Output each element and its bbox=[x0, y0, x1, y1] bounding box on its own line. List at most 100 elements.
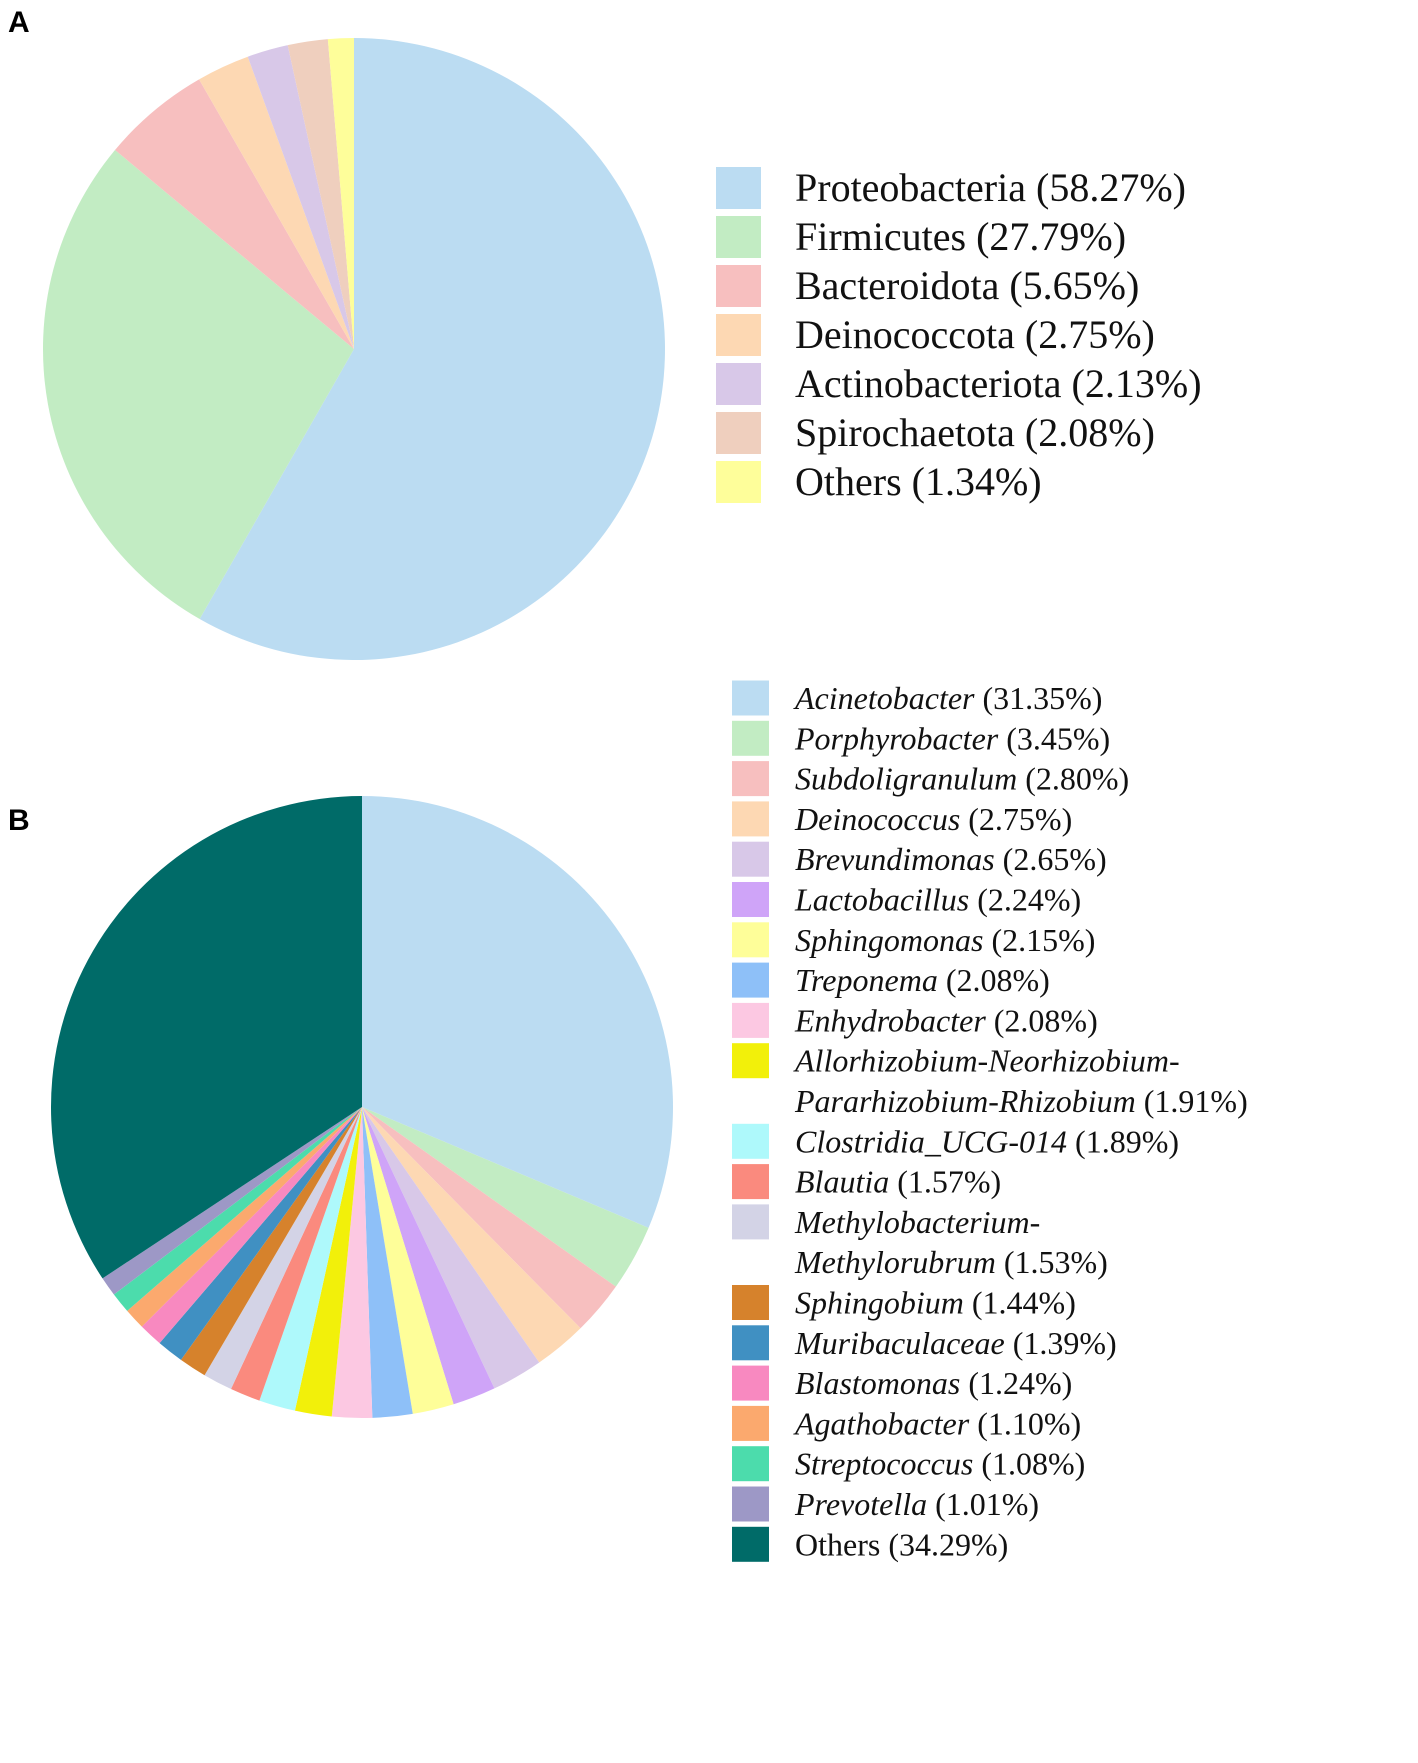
b-legend-label: Methylorubrum (1.53%) bbox=[794, 1244, 1108, 1280]
a-legend-label: Spirochaetota (2.08%) bbox=[795, 410, 1155, 455]
a-legend-swatch bbox=[716, 314, 761, 356]
a-legend-item-bacteroidota: Bacteroidota (5.65%) bbox=[716, 263, 1139, 308]
a-legend-swatch bbox=[716, 412, 761, 454]
b-legend-swatch bbox=[732, 761, 769, 797]
b-legend-swatch bbox=[732, 1325, 769, 1361]
b-slice-brevundimonas bbox=[362, 1107, 540, 1389]
b-legend-label: Sphingomonas (2.15%) bbox=[795, 922, 1095, 958]
b-legend-label: Streptococcus (1.08%) bbox=[795, 1446, 1085, 1482]
b-legend-item-agathobacter: Agathobacter (1.10%) bbox=[732, 1405, 1081, 1441]
a-slice-bacteroidota bbox=[115, 79, 354, 349]
panel-label-a: A bbox=[8, 6, 30, 39]
b-legend-item-subdoligranulum: Subdoligranulum (2.80%) bbox=[732, 761, 1129, 797]
b-legend-swatch bbox=[732, 1285, 769, 1320]
b-slice-methylobacterium-methylorubrum bbox=[204, 1107, 362, 1390]
a-legend-item-proteobacteria: Proteobacteria (58.27%) bbox=[716, 165, 1186, 210]
b-slice-deinococcus bbox=[362, 1107, 581, 1363]
b-legend-swatch bbox=[732, 1123, 769, 1159]
b-legend-item-enhydrobacter: Enhydrobacter (2.08%) bbox=[732, 1002, 1098, 1038]
b-slice-blautia bbox=[231, 1107, 362, 1401]
b-legend-label: Allorhizobium-Neorhizobium- bbox=[793, 1043, 1180, 1079]
b-legend-label: Porphyrobacter (3.45%) bbox=[794, 720, 1110, 756]
b-legend-item-methylobacterium-methylorubrum: Methylobacterium- Methylorubrum (1.53%) bbox=[732, 1204, 1108, 1280]
b-legend-swatch bbox=[732, 1526, 769, 1562]
a-slice-firmicutes bbox=[42, 149, 354, 620]
b-legend-item-others: Others (34.29%) bbox=[732, 1526, 1008, 1562]
b-legend-label: Methylobacterium- bbox=[794, 1204, 1040, 1240]
a-slice-deinococcota bbox=[199, 56, 354, 350]
b-slice-enhydrobacter bbox=[331, 1107, 373, 1419]
a-legend-label: Firmicutes (27.79%) bbox=[795, 214, 1126, 259]
b-legend-item-sphingobium: Sphingobium (1.44%) bbox=[732, 1285, 1076, 1321]
b-legend-label: Blautia (1.57%) bbox=[795, 1164, 1001, 1200]
b-legend-swatch bbox=[732, 1365, 769, 1401]
b-legend-swatch bbox=[732, 1405, 769, 1441]
b-slice-sphingomonas bbox=[362, 1107, 454, 1414]
b-legend-label: Clostridia_UCG-014 (1.89%) bbox=[795, 1123, 1179, 1159]
b-slice-subdoligranulum bbox=[362, 1107, 616, 1329]
b-legend-item-muribaculaceae: Muribaculaceae (1.39%) bbox=[732, 1325, 1117, 1361]
legend-b: Acinetobacter (31.35%) Porphyrobacter (3.… bbox=[732, 680, 1248, 1562]
b-legend-item-streptococcus: Streptococcus (1.08%) bbox=[732, 1446, 1085, 1482]
b-legend-item-lactobacillus: Lactobacillus (2.24%) bbox=[732, 882, 1081, 918]
a-legend-label: Actinobacteriota (2.13%) bbox=[795, 361, 1202, 406]
b-legend-label: Treponema (2.08%) bbox=[795, 962, 1050, 998]
b-legend-swatch bbox=[732, 1204, 769, 1240]
b-legend-swatch bbox=[732, 1446, 769, 1482]
b-legend-swatch bbox=[732, 882, 769, 917]
b-legend-label: Brevundimonas (2.65%) bbox=[795, 841, 1107, 877]
b-legend-item-porphyrobacter: Porphyrobacter (3.45%) bbox=[732, 720, 1110, 756]
b-legend-label: Muribaculaceae (1.39%) bbox=[794, 1325, 1117, 1361]
b-legend-label: Pararhizobium-Rhizobium (1.91%) bbox=[794, 1083, 1248, 1119]
b-slice-porphyrobacter bbox=[362, 1107, 649, 1287]
pie-chart-a bbox=[42, 38, 665, 660]
a-legend-item-spirochaetota: Spirochaetota (2.08%) bbox=[716, 410, 1155, 455]
b-slice-streptococcus bbox=[113, 1107, 362, 1311]
b-legend-label: Sphingobium (1.44%) bbox=[795, 1285, 1076, 1321]
b-slice-others bbox=[50, 795, 363, 1279]
b-legend-swatch bbox=[732, 801, 769, 837]
a-slice-spirochaetota bbox=[287, 39, 354, 349]
a-slice-others bbox=[327, 38, 354, 349]
b-legend-item-prevotella: Prevotella (1.01%) bbox=[732, 1486, 1039, 1522]
b-legend-swatch bbox=[732, 680, 769, 716]
a-legend-swatch bbox=[716, 216, 761, 258]
a-legend-swatch bbox=[716, 167, 761, 209]
b-legend-item-blastomonas: Blastomonas (1.24%) bbox=[732, 1365, 1072, 1401]
b-legend-label: Acinetobacter (31.35%) bbox=[793, 680, 1102, 716]
b-legend-label: Prevotella (1.01%) bbox=[794, 1486, 1039, 1522]
a-legend-label: Bacteroidota (5.65%) bbox=[795, 263, 1139, 308]
b-slice-muribaculaceae bbox=[159, 1107, 362, 1360]
b-slice-sphingobium bbox=[180, 1107, 362, 1376]
b-legend-swatch bbox=[732, 720, 769, 756]
a-legend-item-firmicutes: Firmicutes (27.79%) bbox=[716, 214, 1126, 259]
b-legend-item-sphingomonas: Sphingomonas (2.15%) bbox=[732, 922, 1095, 958]
pie-chart-b bbox=[50, 795, 673, 1419]
b-legend-label: Deinococcus (2.75%) bbox=[794, 801, 1072, 837]
b-legend-item-allorhizobium-neorhizobium-pararhizobium-rhizobium: Allorhizobium-Neorhizobium- Pararhizobium… bbox=[732, 1043, 1248, 1119]
b-slice-acinetobacter bbox=[362, 796, 673, 1228]
b-legend-item-treponema: Treponema (2.08%) bbox=[732, 962, 1050, 998]
a-legend-item-actinobacteriota: Actinobacteriota (2.13%) bbox=[716, 361, 1202, 406]
b-legend-swatch bbox=[732, 962, 769, 998]
b-slice-blastomonas bbox=[141, 1107, 362, 1344]
b-legend-swatch bbox=[732, 841, 769, 877]
a-legend-label: Deinococcota (2.75%) bbox=[795, 312, 1155, 357]
b-slice-agathobacter bbox=[127, 1107, 362, 1327]
b-legend-swatch bbox=[732, 1043, 769, 1079]
panel-label-b: B bbox=[8, 804, 30, 837]
b-legend-item-deinococcus: Deinococcus (2.75%) bbox=[732, 801, 1072, 837]
b-legend-swatch bbox=[732, 922, 769, 958]
b-legend-label: Blastomonas (1.24%) bbox=[795, 1365, 1072, 1401]
b-slice-prevotella bbox=[102, 1107, 363, 1295]
b-legend-item-clostridia-ucg-014: Clostridia_UCG-014 (1.89%) bbox=[732, 1123, 1179, 1159]
a-legend-label: Others (1.34%) bbox=[795, 459, 1042, 504]
a-legend-swatch bbox=[716, 265, 761, 307]
a-legend-label: Proteobacteria (58.27%) bbox=[795, 165, 1186, 210]
b-legend-item-blautia: Blautia (1.57%) bbox=[732, 1164, 1001, 1200]
b-legend-label: Others (34.29%) bbox=[795, 1526, 1008, 1562]
b-legend-item-acinetobacter: Acinetobacter (31.35%) bbox=[732, 680, 1102, 716]
b-legend-label: Lactobacillus (2.24%) bbox=[794, 882, 1081, 918]
legend-a: Proteobacteria (58.27%)Firmicutes (27.79… bbox=[716, 165, 1202, 504]
